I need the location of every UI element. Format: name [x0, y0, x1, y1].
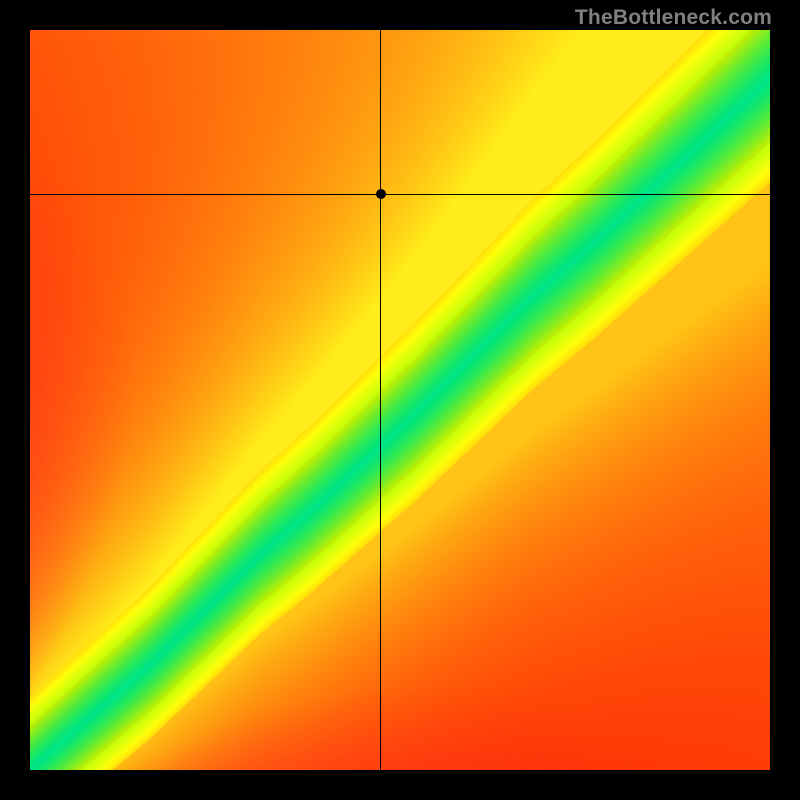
crosshair-horizontal: [30, 194, 770, 195]
watermark-text: TheBottleneck.com: [575, 6, 772, 30]
crosshair-vertical: [380, 30, 381, 770]
heatmap-plot: [30, 30, 770, 770]
marker-point: [376, 189, 386, 199]
chart-container: TheBottleneck.com: [0, 0, 800, 800]
heatmap-canvas: [30, 30, 770, 770]
